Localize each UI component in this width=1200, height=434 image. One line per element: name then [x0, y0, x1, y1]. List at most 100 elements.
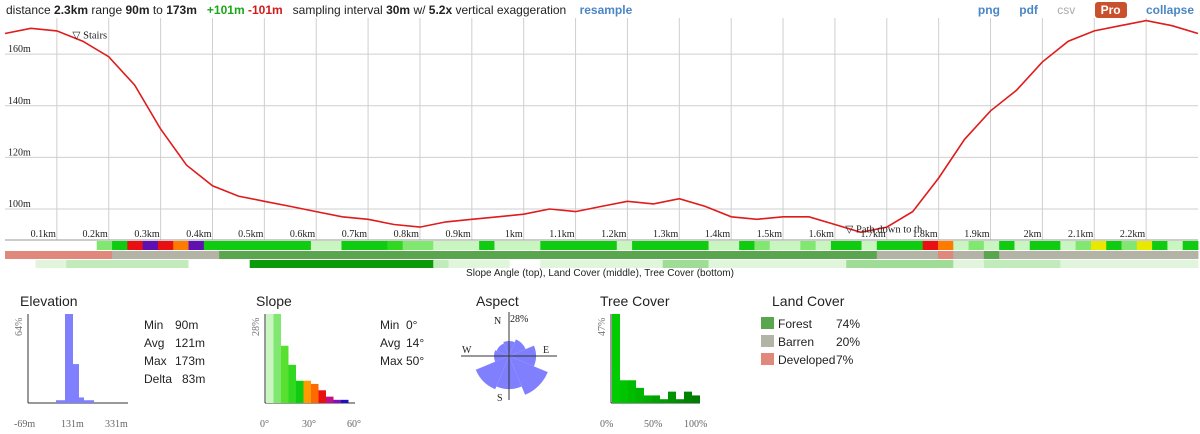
tree-cover-panel-title: Tree Cover — [600, 293, 670, 309]
x-tick-label: 0.9km — [446, 229, 472, 240]
landcover-strip-cell — [448, 251, 465, 259]
landcover-strip-cell — [723, 251, 740, 259]
slope-stat-min-label: Min — [380, 318, 400, 332]
elev-hist-bar — [56, 400, 65, 403]
slope-strip-cell — [907, 241, 924, 250]
tree-hist-bar — [668, 391, 676, 403]
treecover-strip-cell — [372, 260, 388, 268]
with-label: w/ — [413, 3, 426, 17]
treecover-strip-cell — [983, 260, 1000, 268]
treecover-strip-cell — [142, 260, 159, 268]
aspect-max-label: 28% — [510, 314, 528, 325]
landcover-strip-cell — [112, 251, 128, 259]
elev-hist-bar — [65, 314, 73, 403]
landcover-strip-cell — [570, 251, 587, 259]
pdf-link[interactable]: pdf — [1019, 3, 1038, 17]
slope-strip-cell — [922, 241, 939, 250]
slope-hist-y-label: 28% — [251, 318, 262, 336]
tree-hist-tick-label: 100% — [684, 419, 707, 430]
landcover-strip-cell — [1060, 251, 1077, 259]
slope-hist-bar — [311, 383, 319, 403]
x-tick-label: 1.8km — [912, 229, 938, 240]
x-tick-label: 0.5km — [238, 229, 264, 240]
landcover-strip-cell — [127, 251, 144, 259]
slope-strip-cell — [677, 241, 694, 250]
treecover-strip-cell — [66, 260, 82, 268]
slope-strip-cell — [142, 241, 159, 250]
treecover-strip-cell — [310, 260, 327, 268]
stairs-annotation: ▽ Stairs — [72, 31, 107, 42]
pro-badge[interactable]: Pro — [1094, 2, 1127, 18]
slope-strip-cell — [937, 241, 954, 250]
treecover-strip-cell — [20, 260, 36, 268]
landcover-strip-cell — [1136, 251, 1153, 259]
treecover-strip-cell — [203, 260, 220, 268]
tree-hist-bar — [612, 314, 620, 403]
tree-hist-bar — [628, 380, 636, 403]
treecover-strip-cell — [953, 260, 969, 268]
csv-link[interactable]: csv — [1057, 3, 1076, 17]
range-label: range — [91, 3, 123, 17]
elevation-panel-title: Elevation — [20, 293, 78, 309]
resample-link[interactable]: resample — [579, 3, 633, 17]
landcover-strip-cell — [81, 251, 98, 259]
slope-stat-min-value: 0° — [406, 318, 418, 332]
collapse-link[interactable]: collapse — [1145, 3, 1194, 17]
slope-strip-cell — [708, 241, 725, 250]
landcover-strip-cell — [219, 251, 235, 259]
slope-strip-cell — [876, 241, 893, 250]
slope-strip-cell — [356, 241, 373, 250]
png-link[interactable]: png — [977, 3, 1000, 17]
treecover-strip-cell — [356, 260, 373, 268]
y-tick-label: 160m — [8, 44, 31, 55]
profile-summary: distance 2.3km range 90m to 173m +101m -… — [6, 0, 632, 20]
treecover-strip-cell — [494, 260, 511, 268]
slope-strip-cell — [525, 241, 541, 250]
export-actions: png pdf csv Pro collapse — [962, 0, 1194, 20]
x-tick-label: 1.3km — [653, 229, 679, 240]
slope-strip-cell — [188, 241, 205, 250]
treecover-strip-cell — [219, 260, 235, 268]
landcover-strip-cell — [35, 251, 52, 259]
aspect-panel-title: Aspect — [476, 293, 519, 309]
landcover-strip-cell — [616, 251, 633, 259]
treecover-strip-cell — [96, 260, 113, 268]
treecover-strip-cell — [570, 260, 587, 268]
treecover-strip-cell — [1045, 260, 1061, 268]
slope-strip-cell — [693, 241, 709, 250]
slope-strip-cell — [1152, 241, 1168, 250]
treecover-strip-cell — [112, 260, 128, 268]
treecover-strip-cell — [968, 260, 985, 268]
landcover-strip-cell — [876, 251, 893, 259]
aspect-n-label: N — [494, 316, 501, 327]
slope-panel-title: Slope — [256, 293, 292, 309]
slope-strip-cell — [647, 241, 664, 250]
elev-stat-max-label: Max — [144, 354, 167, 368]
slope-strip-cell — [1014, 241, 1031, 250]
x-tick-label: 0.1km — [31, 229, 57, 240]
landcover-strip-cell — [265, 251, 281, 259]
landcover-strip-cell — [509, 251, 526, 259]
slope-strip-cell — [999, 241, 1015, 250]
forest-label: Forest — [778, 317, 813, 331]
slope-strip-cell — [983, 241, 1000, 250]
tree-hist-bar — [692, 395, 700, 403]
landcover-strip-cell — [203, 251, 220, 259]
tree-hist-tick-label: 50% — [644, 419, 662, 430]
landcover-strip-cell — [739, 251, 755, 259]
treecover-strip-cell — [723, 260, 740, 268]
landcover-strip-cell — [50, 251, 67, 259]
slope-strip-cell — [815, 241, 832, 250]
tree-hist-bar — [644, 395, 652, 403]
treecover-strip-cell — [616, 260, 633, 268]
landcover-strip-cell — [157, 251, 174, 259]
range-max: 173m — [166, 3, 197, 17]
x-tick-label: 0.7km — [342, 229, 368, 240]
slope-strip-cell — [81, 241, 98, 250]
landcover-strip-cell — [249, 251, 266, 259]
slope-hist-bar — [273, 314, 281, 403]
slope-strip-cell — [234, 241, 251, 250]
treecover-strip-cell — [754, 260, 771, 268]
treecover-strip-cell — [785, 260, 801, 268]
slope-strip-cell — [1182, 241, 1199, 250]
